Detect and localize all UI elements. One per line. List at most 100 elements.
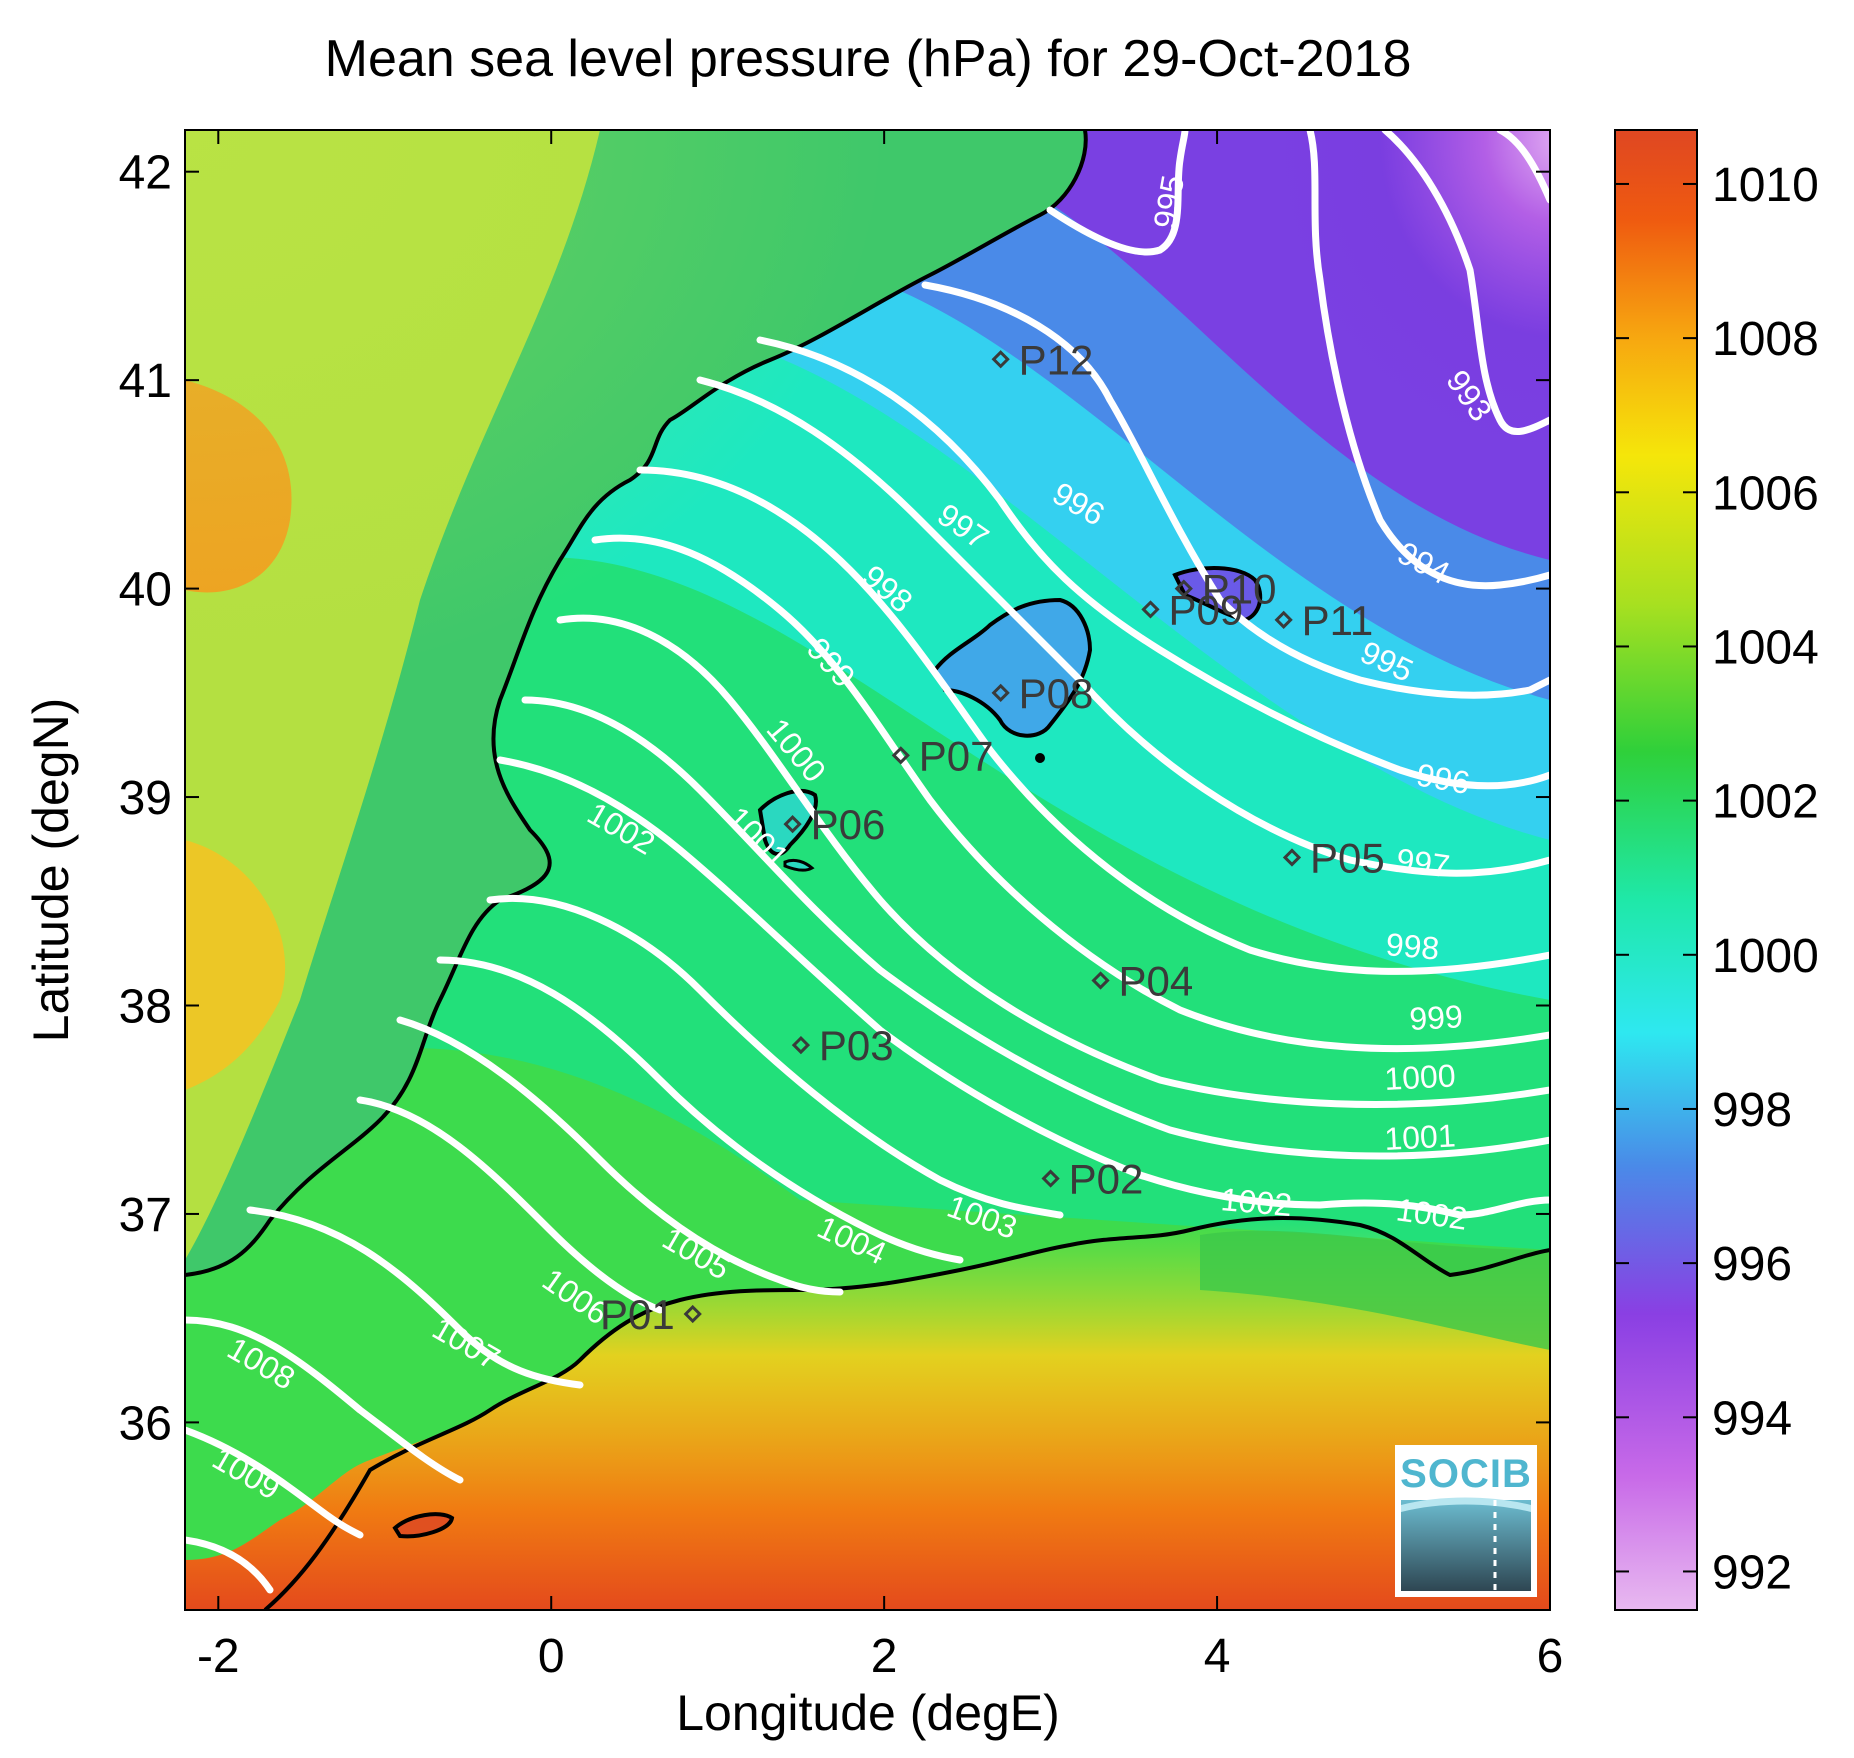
- station-p01[interactable]: P01: [600, 1291, 702, 1338]
- island-cabrera: [1035, 753, 1045, 763]
- station-label: P10: [1202, 566, 1277, 613]
- colorbar-tick-label: 996: [1712, 1238, 1792, 1291]
- chart-title: Mean sea level pressure (hPa) for 29-Oct…: [325, 30, 1412, 88]
- station-marker-icon: [1274, 610, 1293, 629]
- island-mallorca: [932, 597, 1093, 738]
- logo-wave-panel: [1401, 1500, 1531, 1591]
- colorbar-tick-label: 1008: [1712, 313, 1819, 366]
- isobar-1004: [436, 956, 964, 1264]
- x-axis-ticks: -2 0 2 4 6: [197, 130, 1563, 1683]
- station-marker-icon: [1091, 971, 1110, 990]
- y-tick-label: 37: [119, 1189, 172, 1242]
- station-marker-icon: [1041, 1169, 1060, 1188]
- island-formentera: [783, 858, 815, 872]
- isobar-1003: [486, 895, 1064, 1219]
- y-tick-label: 36: [119, 1397, 172, 1450]
- station-marker-icon: [1282, 848, 1302, 867]
- station-marker-icon: [683, 1304, 702, 1324]
- colorbar-tick-label: 992: [1712, 1546, 1792, 1599]
- station-marker-icon: [1174, 579, 1193, 598]
- isobar-1002: [496, 756, 1550, 1219]
- low-pressure-centre: [1260, 130, 1550, 470]
- station-marker-icon: [783, 815, 802, 834]
- y-tick-label: 39: [119, 772, 172, 825]
- logo-wave: [1401, 1497, 1531, 1512]
- isobar-999: [591, 534, 1550, 1053]
- x-axis-label: Longitude (degE): [676, 1685, 1060, 1741]
- colorbar-gradient: [1614, 129, 1698, 1611]
- x-tick-label: 0: [538, 1630, 565, 1683]
- isobar-995: [921, 281, 1550, 699]
- station-p08[interactable]: P08: [991, 670, 1094, 717]
- colorbar-tick-label: 1002: [1712, 776, 1819, 829]
- station-p02[interactable]: P02: [1041, 1156, 1144, 1203]
- isobar-1006: [356, 1096, 664, 1314]
- y-tick-label: 42: [119, 147, 172, 200]
- colorbar-tick-label: 994: [1712, 1392, 1792, 1445]
- contour-label: 999: [1408, 998, 1463, 1037]
- station-label: P05: [1310, 834, 1385, 881]
- station-label: P03: [819, 1022, 894, 1069]
- station-label: P04: [1119, 957, 1194, 1004]
- isobar-995-north: [1046, 130, 1189, 256]
- x-tick-label: 6: [1537, 1630, 1564, 1683]
- colorbar-tick-label: 1010: [1712, 159, 1819, 212]
- contour-label: 1002: [1219, 1181, 1293, 1223]
- coastline-north-africa: [263, 1216, 1550, 1610]
- station-p07[interactable]: P07: [891, 732, 994, 779]
- station-p04[interactable]: P04: [1091, 957, 1194, 1004]
- station-marker-icon: [1141, 600, 1160, 619]
- x-tick-label: -2: [197, 1630, 240, 1683]
- isobar-1007: [246, 1206, 584, 1389]
- station-p06[interactable]: P06: [783, 801, 886, 848]
- isobars: [185, 130, 1550, 1594]
- isobar-998: [636, 466, 1550, 975]
- isobar-993: [1381, 130, 1550, 436]
- contour-label: 1001: [1383, 1117, 1456, 1157]
- station-label: P08: [1019, 670, 1094, 717]
- map-plot: 995 993 994 995 996 996 997 997 998 998 …: [185, 130, 1550, 1610]
- y-tick-label: 41: [119, 355, 172, 408]
- station-label: P12: [1019, 336, 1094, 383]
- y-axis-label: Latitude (degN): [23, 698, 79, 1043]
- colorbar-tick-label: 998: [1712, 1084, 1792, 1137]
- colorbar: 1010 1008 1006 1004 1002 1000 998 996 994 992: [1614, 129, 1819, 1611]
- station-p09[interactable]: P09: [1141, 586, 1243, 633]
- colorbar-tick-label: 1004: [1712, 621, 1819, 674]
- station-label: P01: [600, 1291, 675, 1338]
- x-tick-label: 4: [1204, 1630, 1231, 1683]
- contour-label: 1000: [1383, 1057, 1456, 1097]
- station-label: P11: [1302, 597, 1374, 644]
- station-p11[interactable]: P11: [1274, 597, 1374, 644]
- colorbar-ticks: 1010 1008 1006 1004 1002 1000 998 996 994 992: [1615, 159, 1819, 1599]
- isobar-1010: [185, 1536, 274, 1594]
- land-africa-green-strip: [1200, 1230, 1550, 1350]
- isobar-1008: [185, 1316, 464, 1484]
- isobar-1009: [185, 1426, 364, 1539]
- x-tick-label: 2: [871, 1630, 898, 1683]
- station-p05[interactable]: P05: [1282, 834, 1385, 881]
- station-p10[interactable]: P10: [1174, 566, 1277, 613]
- station-marker-icon: [991, 350, 1010, 369]
- station-p12[interactable]: P12: [991, 336, 1094, 383]
- y-axis-ticks: 42 41 40 39 38 37 36: [119, 147, 1550, 1450]
- station-marker-icon: [891, 746, 910, 765]
- land-iberia-south: [185, 840, 286, 1090]
- station-label: P02: [1069, 1156, 1144, 1203]
- colorbar-tick-label: 1006: [1712, 467, 1819, 520]
- isobar-996: [756, 336, 1550, 790]
- y-tick-label: 40: [119, 564, 172, 617]
- isobar-997: [696, 376, 1550, 877]
- station-label: P07: [919, 732, 994, 779]
- station-marker-icon: [991, 683, 1010, 702]
- island-alboran: [392, 1512, 455, 1539]
- logo-text: SOCIB: [1400, 1452, 1532, 1496]
- station-label: P06: [811, 801, 886, 848]
- station-p03[interactable]: P03: [791, 1022, 894, 1069]
- plot-frame: [184, 129, 1551, 1611]
- colorbar-tick-label: 1000: [1712, 930, 1819, 983]
- contour-label: 997: [1394, 841, 1452, 884]
- isobar-1001: [521, 696, 1550, 1160]
